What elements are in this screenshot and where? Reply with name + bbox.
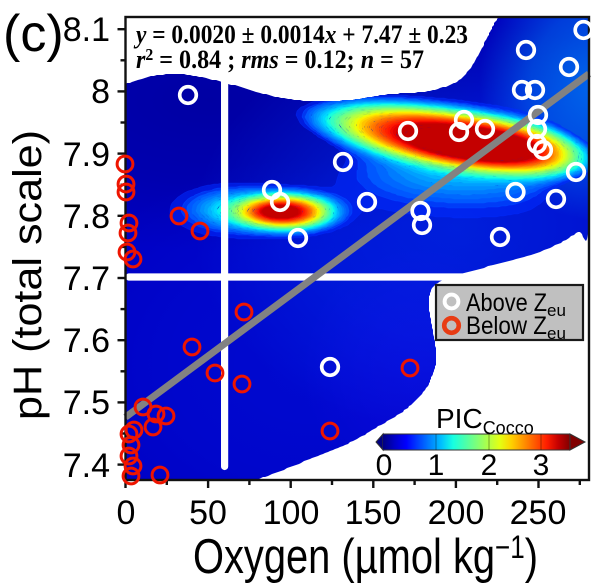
- svg-text:250: 250: [510, 494, 567, 532]
- svg-text:2: 2: [481, 449, 498, 482]
- svg-text:y = 0.0020 ± 0.0014x + 7.47 ±: y = 0.0020 ± 0.0014x + 7.47 ± 0.23: [133, 20, 468, 49]
- svg-text:Below Zeu: Below Zeu: [466, 312, 566, 343]
- svg-text:(c): (c): [3, 5, 64, 63]
- svg-text:7.5: 7.5: [63, 384, 110, 422]
- svg-text:pH (total scale): pH (total scale): [6, 130, 50, 420]
- svg-text:7.9: 7.9: [63, 136, 110, 174]
- svg-text:Oxygen (µmol kg−1): Oxygen (µmol kg−1): [193, 529, 538, 584]
- svg-text:7.8: 7.8: [63, 198, 110, 236]
- svg-text:150: 150: [345, 494, 402, 532]
- svg-text:100: 100: [263, 494, 320, 532]
- svg-text:3: 3: [533, 449, 550, 482]
- svg-text:200: 200: [428, 494, 485, 532]
- svg-text:r2 = 0.84 ; rms = 0.12; n = 57: r2 = 0.84 ; rms = 0.12; n = 57: [136, 45, 424, 74]
- svg-text:1: 1: [428, 449, 445, 482]
- svg-text:Above Zeu: Above Zeu: [466, 289, 566, 320]
- svg-text:0: 0: [376, 449, 393, 482]
- svg-text:8.1: 8.1: [63, 11, 110, 49]
- svg-text:7.4: 7.4: [63, 447, 110, 485]
- svg-text:50: 50: [189, 494, 227, 532]
- svg-text:7.6: 7.6: [63, 322, 110, 360]
- svg-text:7.7: 7.7: [63, 260, 110, 298]
- svg-text:0: 0: [117, 494, 136, 532]
- svg-text:8: 8: [91, 73, 110, 111]
